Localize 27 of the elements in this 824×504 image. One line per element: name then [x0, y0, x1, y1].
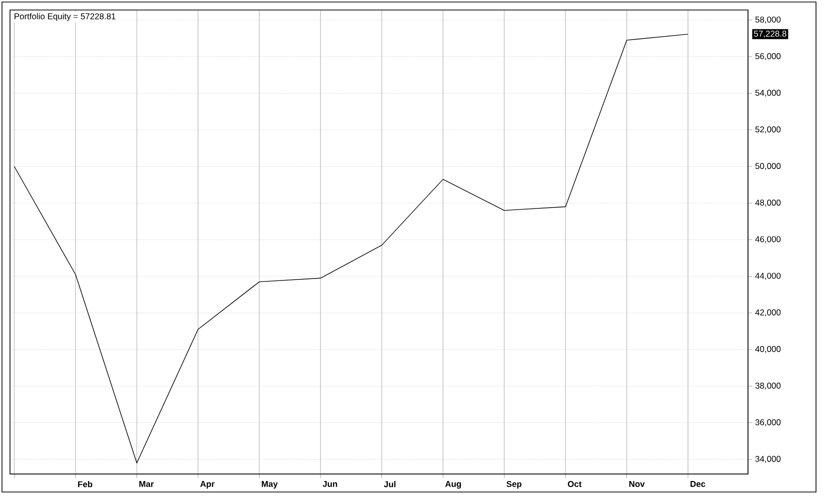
y-tick-label: 42,000	[755, 309, 781, 316]
text: 57,228.8	[754, 30, 786, 38]
x-tick-label: Jun	[322, 481, 338, 487]
y-tick-label: 40,000	[755, 346, 781, 354]
y-tick-label: 56,000	[755, 53, 781, 60]
y-tick-label: 50,000	[755, 163, 781, 170]
y-tick-label: 46,000	[755, 236, 781, 244]
x-tick-label: Aug	[445, 481, 461, 489]
x-tick-label: Dec	[690, 481, 706, 487]
line-series	[14, 34, 688, 464]
y-tick-label: 52,000	[755, 126, 781, 134]
x-tick-label: Mar	[139, 481, 154, 487]
x-tick-label: Oct	[568, 481, 582, 488]
x-tick-label: Apr	[200, 481, 215, 489]
y-tick-label: 38,000	[755, 382, 781, 390]
x-tick-label: Jul	[384, 481, 396, 488]
x-tick-label: Sep	[506, 481, 522, 489]
y-tick-label: 34,000	[755, 456, 781, 463]
x-tick-label: Nov	[629, 481, 645, 487]
y-tick-label: 44,000	[755, 272, 781, 280]
y-tick-label: 36,000	[755, 419, 781, 426]
x-tick-label: May	[262, 481, 278, 489]
chart-title: Portfolio Equity = 57228.81	[14, 13, 116, 21]
y-tick-label: 54,000	[755, 90, 781, 97]
x-tick-label: Feb	[78, 481, 92, 488]
y-tick-label: 58,000	[755, 16, 781, 24]
y-tick-label: 48,000	[755, 200, 781, 207]
